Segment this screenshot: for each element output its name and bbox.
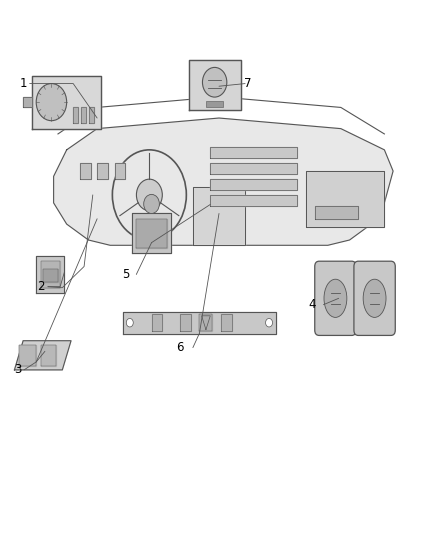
Polygon shape <box>152 314 162 331</box>
Polygon shape <box>132 214 171 253</box>
Text: 6: 6 <box>176 341 184 354</box>
Polygon shape <box>14 341 71 370</box>
Text: 7: 7 <box>244 77 251 90</box>
Circle shape <box>202 67 227 97</box>
Polygon shape <box>81 108 86 123</box>
Polygon shape <box>41 261 60 288</box>
Bar <box>206 101 223 108</box>
Polygon shape <box>41 345 56 366</box>
Circle shape <box>126 318 133 327</box>
Polygon shape <box>210 179 297 190</box>
Circle shape <box>36 84 67 120</box>
Circle shape <box>136 179 162 211</box>
Polygon shape <box>123 312 276 334</box>
Polygon shape <box>97 163 108 179</box>
Text: 5: 5 <box>122 268 129 281</box>
Polygon shape <box>23 97 32 108</box>
Polygon shape <box>136 219 167 248</box>
Polygon shape <box>315 206 358 219</box>
Polygon shape <box>210 147 297 158</box>
Polygon shape <box>306 171 385 227</box>
Polygon shape <box>115 163 125 179</box>
Polygon shape <box>180 314 191 331</box>
Circle shape <box>265 318 272 327</box>
Polygon shape <box>193 187 245 245</box>
FancyBboxPatch shape <box>354 261 395 335</box>
Polygon shape <box>188 60 241 110</box>
Polygon shape <box>36 256 64 293</box>
Polygon shape <box>73 108 78 123</box>
Ellipse shape <box>363 279 386 317</box>
Ellipse shape <box>324 279 347 317</box>
Polygon shape <box>19 345 36 366</box>
Polygon shape <box>89 108 94 123</box>
Polygon shape <box>199 314 212 331</box>
Text: 1: 1 <box>19 77 27 90</box>
Circle shape <box>144 195 159 214</box>
Polygon shape <box>32 76 102 128</box>
Polygon shape <box>221 314 232 331</box>
FancyBboxPatch shape <box>315 261 356 335</box>
Polygon shape <box>210 163 297 174</box>
Polygon shape <box>210 195 297 206</box>
Polygon shape <box>80 163 91 179</box>
Text: 4: 4 <box>309 298 316 311</box>
Text: 3: 3 <box>14 364 21 376</box>
Polygon shape <box>43 269 58 282</box>
Text: 2: 2 <box>37 280 44 293</box>
Polygon shape <box>53 118 393 245</box>
